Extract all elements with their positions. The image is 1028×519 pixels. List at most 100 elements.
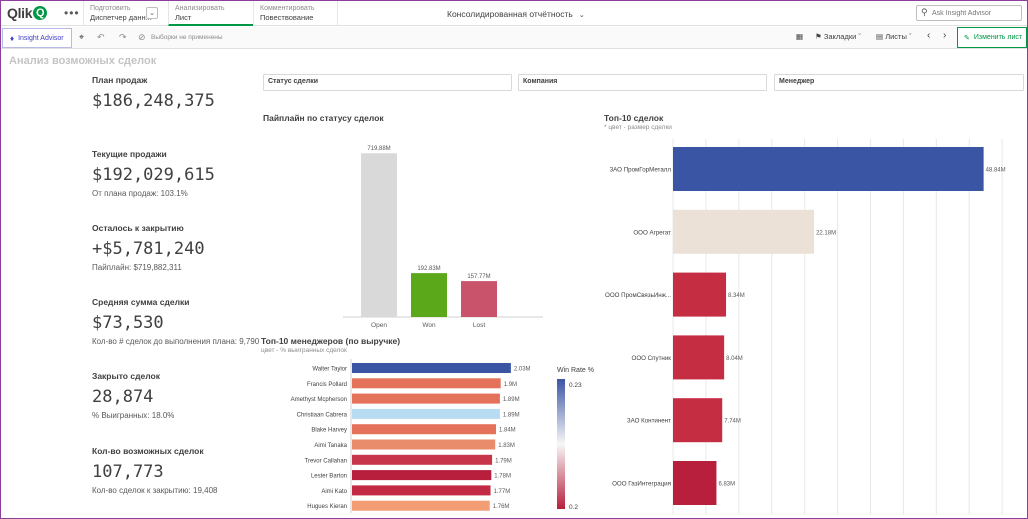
kpi-opportunities[interactable]: Кол-во возможных сделок 107,773 Кол-во с…	[92, 446, 262, 496]
tick-label: Aimi Tanaka	[314, 443, 347, 449]
bar-manager	[352, 500, 490, 511]
tick-label: Amethyst Mcpherson	[291, 397, 347, 403]
tick-label: Hugues Kieran	[307, 504, 347, 510]
tab-prepare-caption: Подготовить	[90, 5, 131, 12]
filter-deal-status[interactable]: Статус сделки	[263, 74, 512, 91]
clear-selections-icon[interactable]: ⊘	[138, 32, 146, 42]
legend-title: Win Rate %	[557, 367, 594, 374]
prepare-dropdown-icon[interactable]: ⌄	[146, 7, 158, 19]
kpi-value: 107,773	[92, 462, 164, 482]
bookmark-icon: ⚑	[815, 32, 822, 41]
bar-deal	[673, 461, 717, 505]
chart-title: Топ-10 менеджеров (по выручке)	[261, 336, 401, 346]
insight-search-input[interactable]	[932, 8, 1018, 19]
kpi-label: Осталось к закрытию	[92, 223, 184, 233]
kpi-value: $73,530	[92, 313, 164, 333]
tab-narrate-caption: Комментировать	[260, 5, 315, 12]
bookmarks-button[interactable]: ⚑ Закладки ˇ	[815, 32, 861, 41]
filter-company[interactable]: Компания	[518, 74, 767, 91]
no-selections-text: Выборки не применены	[151, 34, 223, 41]
tab-prepare[interactable]: Подготовить Диспетчер данн...	[83, 1, 161, 26]
kpi-label: Кол-во возможных сделок	[92, 446, 204, 456]
selection-forward-icon[interactable]: ↷	[119, 32, 127, 42]
kpi-closed-deals[interactable]: Закрыто сделок 28,874 % Выигранных: 18.0…	[92, 371, 262, 421]
tick-label: Christiaan Cabrera	[297, 412, 348, 418]
sheet-toolbar: ♦ Insight Advisor ⌖ ↶ ↷ ⊘ Выборки не при…	[1, 27, 1027, 49]
kpi-subtext: От плана продаж: 103.1%	[92, 189, 188, 198]
bar-manager	[352, 424, 496, 435]
filter-manager[interactable]: Менеджер	[774, 74, 1024, 91]
selection-back-icon[interactable]: ↶	[97, 32, 105, 42]
bar-deal	[673, 272, 727, 317]
chevron-down-icon: ˇ	[858, 32, 861, 41]
chart-title: Топ-10 сделок	[604, 113, 664, 123]
bar-manager	[352, 408, 500, 419]
lightbulb-icon: ♦	[10, 33, 15, 43]
bar-open	[361, 153, 397, 317]
bar-deal	[673, 398, 723, 443]
tick-label: Won	[422, 322, 436, 329]
pencil-icon: ✎	[964, 34, 970, 42]
kpi-label: План продаж	[92, 75, 148, 85]
kpi-sales-plan[interactable]: План продаж $186,248,375	[92, 75, 215, 111]
tab-narrate[interactable]: Комментировать Повествование	[253, 1, 338, 26]
tick-label: ООО Спутник	[632, 355, 672, 362]
bar-manager	[352, 393, 500, 404]
tick-label: ЗАО ПромГорМеталл	[609, 167, 671, 174]
tick-label: Walter Taylor	[312, 367, 347, 373]
data-label: 2.03M	[514, 367, 531, 373]
managers-bar-chart[interactable]: Walter Taylor 2.03M Francis Pollard 1.9M Ame…	[261, 357, 601, 515]
chart-subtitle: цвет - % выигранных сделок	[261, 347, 347, 354]
bar-manager	[352, 378, 501, 389]
top-navigation: Qlik Q ••• Подготовить Диспетчер данн...…	[1, 1, 1027, 26]
kpi-subtext: Кол-во сделок к закрытию: 19,408	[92, 486, 218, 495]
logo-mark: Q	[33, 6, 48, 20]
data-label: 1.76M	[493, 504, 510, 510]
tick-label: ООО ПромСвязьИнж...	[605, 292, 671, 299]
data-label: 1.89M	[503, 412, 520, 418]
kpi-average-deal[interactable]: Средняя сумма сделки $73,530 Кол-во # сд…	[92, 297, 262, 347]
tick-label: Francis Pollard	[307, 382, 347, 388]
bar-won	[411, 273, 447, 317]
kpi-current-sales[interactable]: Текущие продажи $192,029,615 От плана пр…	[92, 149, 262, 199]
data-label: 7.74M	[724, 419, 741, 425]
smart-search-icon[interactable]: ⌖	[79, 32, 85, 42]
kpi-subtext: % Выигранных: 18.0%	[92, 411, 175, 420]
more-menu-icon[interactable]: •••	[64, 6, 80, 20]
tick-label: Open	[371, 322, 387, 329]
tab-analyze[interactable]: Анализировать Лист	[168, 1, 253, 26]
chevron-down-icon: ˇ	[908, 32, 912, 41]
insight-search[interactable]: ⚲	[916, 5, 1022, 21]
legend-min: 0.2	[569, 504, 578, 511]
bar-manager	[352, 454, 493, 465]
sheets-button[interactable]: ▤ Листы ˇ	[876, 32, 911, 41]
next-sheet-icon[interactable]: ›	[943, 30, 947, 41]
chart-title: Пайплайн по статусу сделок	[263, 113, 384, 123]
app-title-text: Консолидированная отчётность	[447, 9, 573, 19]
tick-label: ЗАО Континент	[627, 418, 671, 425]
edit-sheet-label: Изменить лист	[973, 34, 1023, 41]
deals-bar-chart[interactable]: ЗАО ПромГорМеталл 48.84M ООО Агрегат 22.18M…	[601, 135, 1023, 517]
kpi-remaining-to-close[interactable]: Осталось к закрытию +$5,781,240 Пайплайн…	[92, 223, 262, 273]
chevron-down-icon: ⌄	[578, 12, 585, 19]
pipeline-bar-chart[interactable]: 719.88M Open 192.83M Won 157.77M Lost	[263, 127, 597, 333]
grid-view-icon[interactable]: ▦	[796, 32, 804, 41]
data-label: 8.34M	[728, 293, 745, 299]
previous-sheet-icon[interactable]: ‹	[927, 30, 931, 41]
kpi-label: Средняя сумма сделки	[92, 297, 190, 307]
kpi-subtext: Пайплайн: $719,882,311	[92, 263, 182, 272]
tab-analyze-label: Лист	[175, 13, 192, 22]
edit-sheet-button[interactable]: ✎ Изменить лист	[957, 27, 1027, 48]
qlik-logo[interactable]: Qlik Q	[7, 5, 48, 21]
kpi-value: $192,029,615	[92, 165, 215, 185]
tick-label: Lost	[473, 322, 485, 329]
sheet-title: Анализ возможных сделок	[9, 55, 157, 67]
insight-advisor-button[interactable]: ♦ Insight Advisor	[2, 28, 72, 48]
kpi-value: +$5,781,240	[92, 239, 205, 259]
legend-max: 0.23	[569, 382, 582, 389]
data-label: 1.84M	[499, 428, 516, 434]
tick-label: Blake Harvey	[311, 428, 347, 434]
chart-subtitle: * цвет - размер сделки	[604, 124, 672, 131]
app-title[interactable]: Консолидированная отчётность ⌄	[447, 9, 585, 19]
sheets-icon: ▤	[876, 32, 884, 41]
